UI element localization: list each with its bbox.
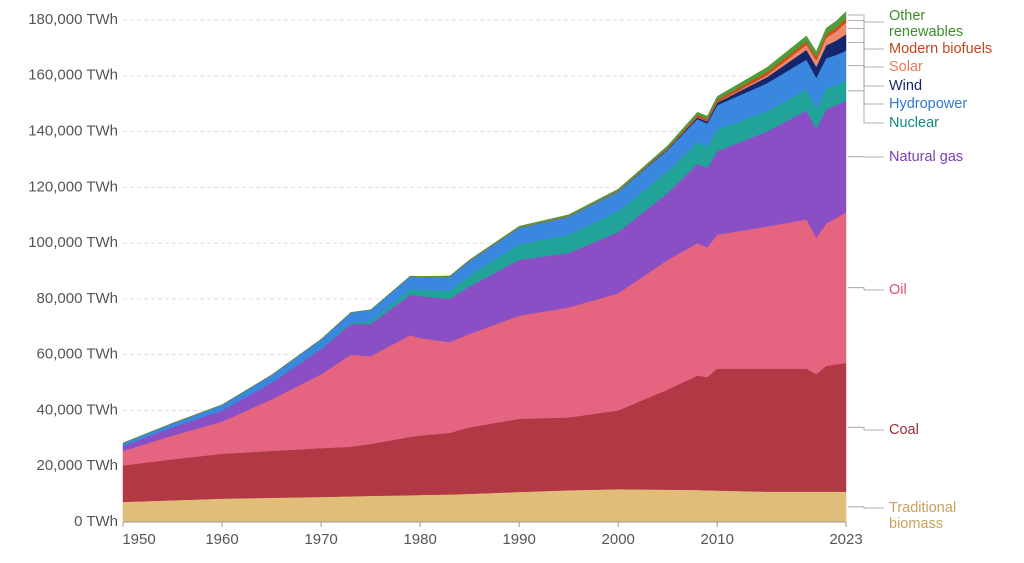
- area: [122, 11, 847, 444]
- leader-line: [848, 426, 884, 431]
- x-tick-label: 1960: [205, 531, 238, 548]
- y-tick-label: 40,000 TWh: [37, 401, 118, 418]
- leader-line: [848, 287, 884, 291]
- series-label: Modern biofuels: [889, 41, 993, 57]
- leader-line: [848, 65, 884, 105]
- leader-line: [848, 90, 884, 124]
- x-tick-label: 2023: [829, 531, 862, 548]
- series-label: Natural gas: [889, 149, 964, 165]
- series-label: Traditional biomass: [889, 500, 957, 532]
- x-tick-label: 1970: [304, 531, 337, 548]
- x-tick-label: 2010: [701, 531, 734, 548]
- series-label: Nuclear: [889, 115, 939, 131]
- series-label: Oil: [889, 282, 907, 298]
- y-tick-label: 100,000 TWh: [28, 234, 118, 251]
- y-tick-label: 60,000 TWh: [37, 346, 118, 363]
- y-tick-label: 160,000 TWh: [28, 67, 118, 84]
- x-tick-label: 1980: [403, 531, 436, 548]
- series-label: Wind: [889, 78, 923, 94]
- leader-line: [848, 20, 884, 50]
- x-tick-label: 2000: [602, 531, 635, 548]
- y-tick-label: 0 TWh: [74, 513, 118, 530]
- y-tick-label: 120,000 TWh: [28, 178, 118, 195]
- leader-line: [848, 28, 884, 68]
- y-tick-label: 180,000 TWh: [28, 11, 118, 28]
- y-tick-label: 140,000 TWh: [28, 123, 118, 140]
- leader-line: [848, 506, 884, 509]
- x-tick-label: 1950: [122, 531, 155, 548]
- x-tick-label: 1990: [502, 531, 535, 548]
- series-label: Hydropower: [889, 96, 968, 112]
- series-label: Solar: [889, 59, 923, 75]
- leader-line: [848, 14, 884, 23]
- y-tick-label: 80,000 TWh: [37, 290, 118, 307]
- series-label: Coal: [889, 422, 919, 438]
- y-tick-label: 20,000 TWh: [37, 457, 118, 474]
- series-label: Other renewables: [889, 8, 964, 40]
